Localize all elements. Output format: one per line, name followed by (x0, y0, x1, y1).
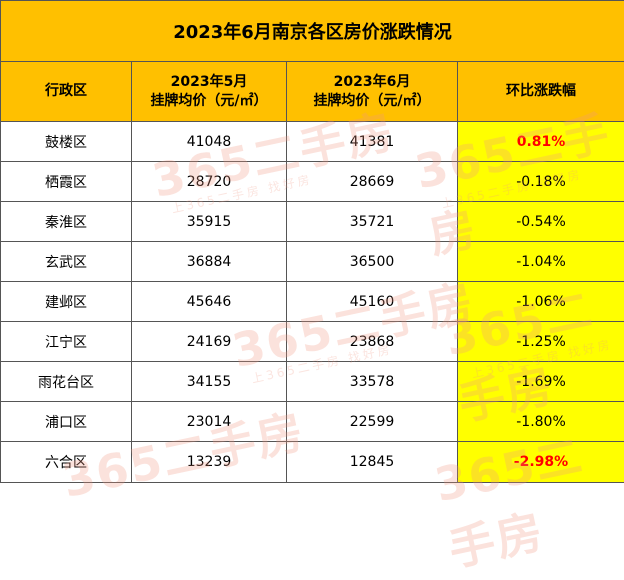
price-table: 2023年6月南京各区房价涨跌情况 行政区 2023年5月 挂牌均价（元/㎡） … (0, 0, 624, 483)
change-cell: -1.06% (458, 282, 624, 322)
change-cell: -2.98% (458, 442, 624, 483)
may-price-cell: 13239 (132, 442, 287, 483)
title-row: 2023年6月南京各区房价涨跌情况 (1, 1, 624, 62)
june-price-cell: 36500 (287, 242, 458, 282)
change-cell: -0.54% (458, 202, 624, 242)
change-cell: -1.80% (458, 402, 624, 442)
may-price-cell: 34155 (132, 362, 287, 402)
header-change: 环比涨跌幅 (458, 62, 624, 122)
may-price-cell: 24169 (132, 322, 287, 362)
june-price-cell: 45160 (287, 282, 458, 322)
june-price-cell: 12845 (287, 442, 458, 483)
june-price-cell: 28669 (287, 162, 458, 202)
june-price-cell: 41381 (287, 122, 458, 162)
may-price-cell: 35915 (132, 202, 287, 242)
header-june-line2: 挂牌均价（元/㎡） (287, 92, 457, 111)
may-price-cell: 23014 (132, 402, 287, 442)
may-price-cell: 28720 (132, 162, 287, 202)
june-price-cell: 22599 (287, 402, 458, 442)
change-cell: 0.81% (458, 122, 624, 162)
district-cell: 鼓楼区 (1, 122, 132, 162)
district-cell: 玄武区 (1, 242, 132, 282)
change-cell: -1.69% (458, 362, 624, 402)
table-title: 2023年6月南京各区房价涨跌情况 (1, 1, 624, 62)
header-june-line1: 2023年6月 (287, 73, 457, 92)
may-price-cell: 45646 (132, 282, 287, 322)
header-june-price: 2023年6月 挂牌均价（元/㎡） (287, 62, 458, 122)
district-cell: 六合区 (1, 442, 132, 483)
district-cell: 浦口区 (1, 402, 132, 442)
may-price-cell: 36884 (132, 242, 287, 282)
header-may-line2: 挂牌均价（元/㎡） (132, 92, 286, 111)
district-cell: 雨花台区 (1, 362, 132, 402)
change-cell: -1.25% (458, 322, 624, 362)
district-cell: 江宁区 (1, 322, 132, 362)
change-cell: -0.18% (458, 162, 624, 202)
june-price-cell: 35721 (287, 202, 458, 242)
district-cell: 栖霞区 (1, 162, 132, 202)
june-price-cell: 33578 (287, 362, 458, 402)
may-price-cell: 41048 (132, 122, 287, 162)
price-table-sheet: 2023年6月南京各区房价涨跌情况 行政区 2023年5月 挂牌均价（元/㎡） … (0, 0, 624, 481)
header-may-price: 2023年5月 挂牌均价（元/㎡） (132, 62, 287, 122)
header-may-line1: 2023年5月 (132, 73, 286, 92)
header-district: 行政区 (1, 62, 132, 122)
header-row: 行政区 2023年5月 挂牌均价（元/㎡） 2023年6月 挂牌均价（元/㎡） … (1, 62, 624, 122)
district-cell: 建邺区 (1, 282, 132, 322)
district-cell: 秦淮区 (1, 202, 132, 242)
june-price-cell: 23868 (287, 322, 458, 362)
change-cell: -1.04% (458, 242, 624, 282)
